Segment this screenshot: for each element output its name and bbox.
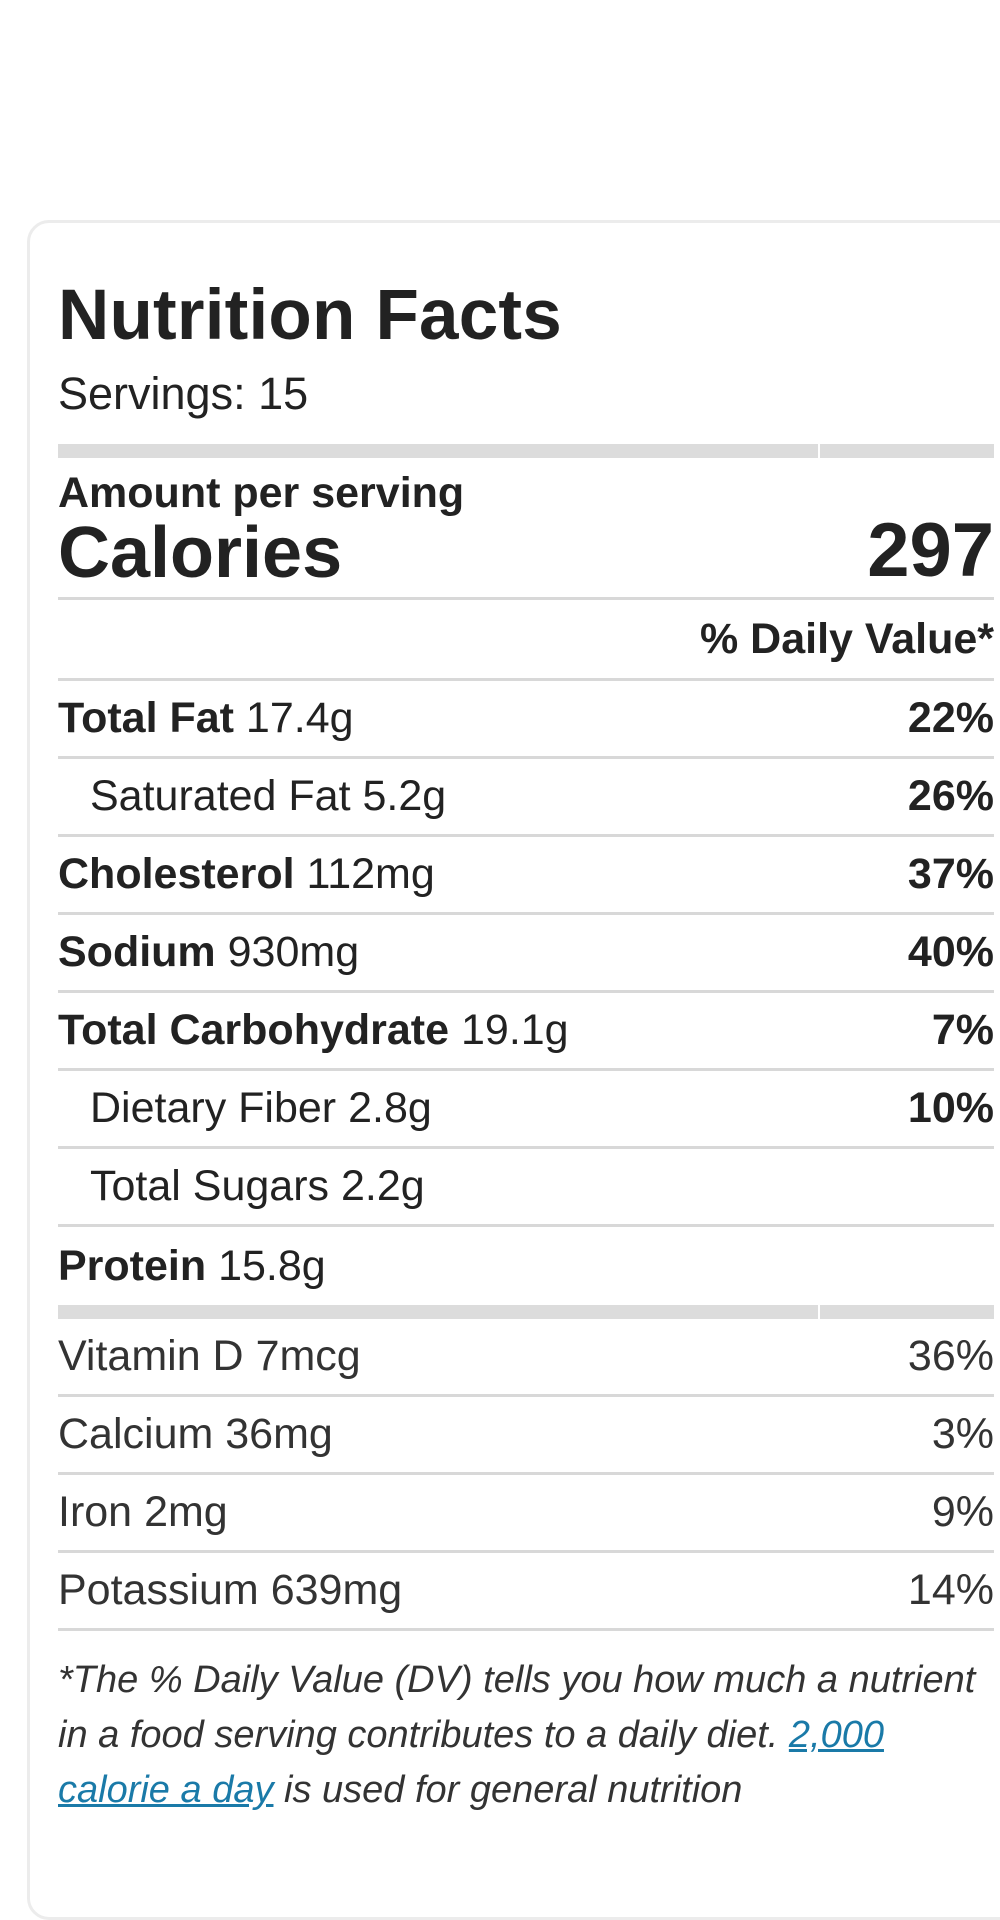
vitamin-percent: 36% <box>907 1332 994 1381</box>
vitamin-name: Vitamin D 7mcg <box>58 1332 361 1381</box>
calories-row: Calories 297 <box>58 513 994 601</box>
nutrient-row-dietary-fiber: Dietary Fiber 2.8g 10% <box>58 1071 994 1150</box>
daily-value-footnote: *The % Daily Value (DV) tells you how mu… <box>58 1653 994 1818</box>
nutrient-row-total-fat: Total Fat 17.4g 22% <box>58 681 994 760</box>
vitamin-name: Calcium 36mg <box>58 1410 333 1459</box>
nutrient-row-total-carbohydrate: Total Carbohydrate 19.1g 7% <box>58 993 994 1072</box>
nutrient-list: Total Fat 17.4g 22% Saturated Fat 5.2g 2… <box>58 681 994 1305</box>
nutrient-percent: 22% <box>907 694 994 743</box>
nutrition-label: Nutrition Facts Servings: 15 Amount per … <box>58 220 994 1818</box>
calorie-guide-link[interactable]: 2,000 calorie a day <box>58 1714 884 1812</box>
nutrient-name: Protein 15.8g <box>58 1241 326 1290</box>
vitamin-percent: 3% <box>931 1410 994 1459</box>
nutrient-percent: 26% <box>907 772 994 821</box>
thick-divider <box>58 444 994 458</box>
nutrient-percent: 7% <box>931 1006 994 1055</box>
nutrient-percent: 37% <box>907 850 994 899</box>
thick-divider <box>58 1305 994 1320</box>
vitamin-row-calcium: Calcium 36mg 3% <box>58 1397 994 1476</box>
nutrient-row-saturated-fat: Saturated Fat 5.2g 26% <box>58 759 994 838</box>
calories-label: Calories <box>58 513 343 594</box>
nutrient-name: Total Fat 17.4g <box>58 694 354 743</box>
vitamin-name: Potassium 639mg <box>58 1566 403 1615</box>
nutrient-name: Saturated Fat 5.2g <box>90 772 447 821</box>
calories-value: 297 <box>867 508 994 594</box>
nutrient-percent: 10% <box>907 1084 994 1133</box>
footnote-text: *The % Daily Value (DV) tells you how mu… <box>58 1659 976 1757</box>
servings-text: Servings: 15 <box>58 368 309 419</box>
nutrient-row-total-sugars: Total Sugars 2.2g <box>58 1149 994 1228</box>
nutrient-percent: 40% <box>907 928 994 977</box>
vitamin-list: Vitamin D 7mcg 36% Calcium 36mg 3% Iron … <box>58 1319 994 1632</box>
nutrient-name: Total Sugars 2.2g <box>90 1162 425 1211</box>
nutrient-row-protein: Protein 15.8g <box>58 1227 994 1305</box>
nutrient-name: Total Carbohydrate 19.1g <box>58 1006 569 1055</box>
nutrient-row-sodium: Sodium 930mg 40% <box>58 915 994 994</box>
vitamin-percent: 9% <box>931 1488 994 1537</box>
vitamin-row-vitamin-d: Vitamin D 7mcg 36% <box>58 1319 994 1398</box>
daily-value-header: % Daily Value* <box>58 600 994 682</box>
amount-per-serving: Amount per serving <box>58 469 465 517</box>
nutrient-name: Sodium 930mg <box>58 928 360 977</box>
vitamin-row-potassium: Potassium 639mg 14% <box>58 1553 994 1632</box>
footnote-text-after: is used for general nutrition <box>284 1769 743 1812</box>
nutrient-row-cholesterol: Cholesterol 112mg 37% <box>58 837 994 916</box>
vitamin-name: Iron 2mg <box>58 1488 228 1537</box>
nutrient-name: Dietary Fiber 2.8g <box>90 1084 432 1133</box>
nutrition-title: Nutrition Facts <box>58 276 562 355</box>
vitamin-row-iron: Iron 2mg 9% <box>58 1475 994 1554</box>
vitamin-percent: 14% <box>907 1566 994 1615</box>
nutrient-name: Cholesterol 112mg <box>58 850 435 899</box>
